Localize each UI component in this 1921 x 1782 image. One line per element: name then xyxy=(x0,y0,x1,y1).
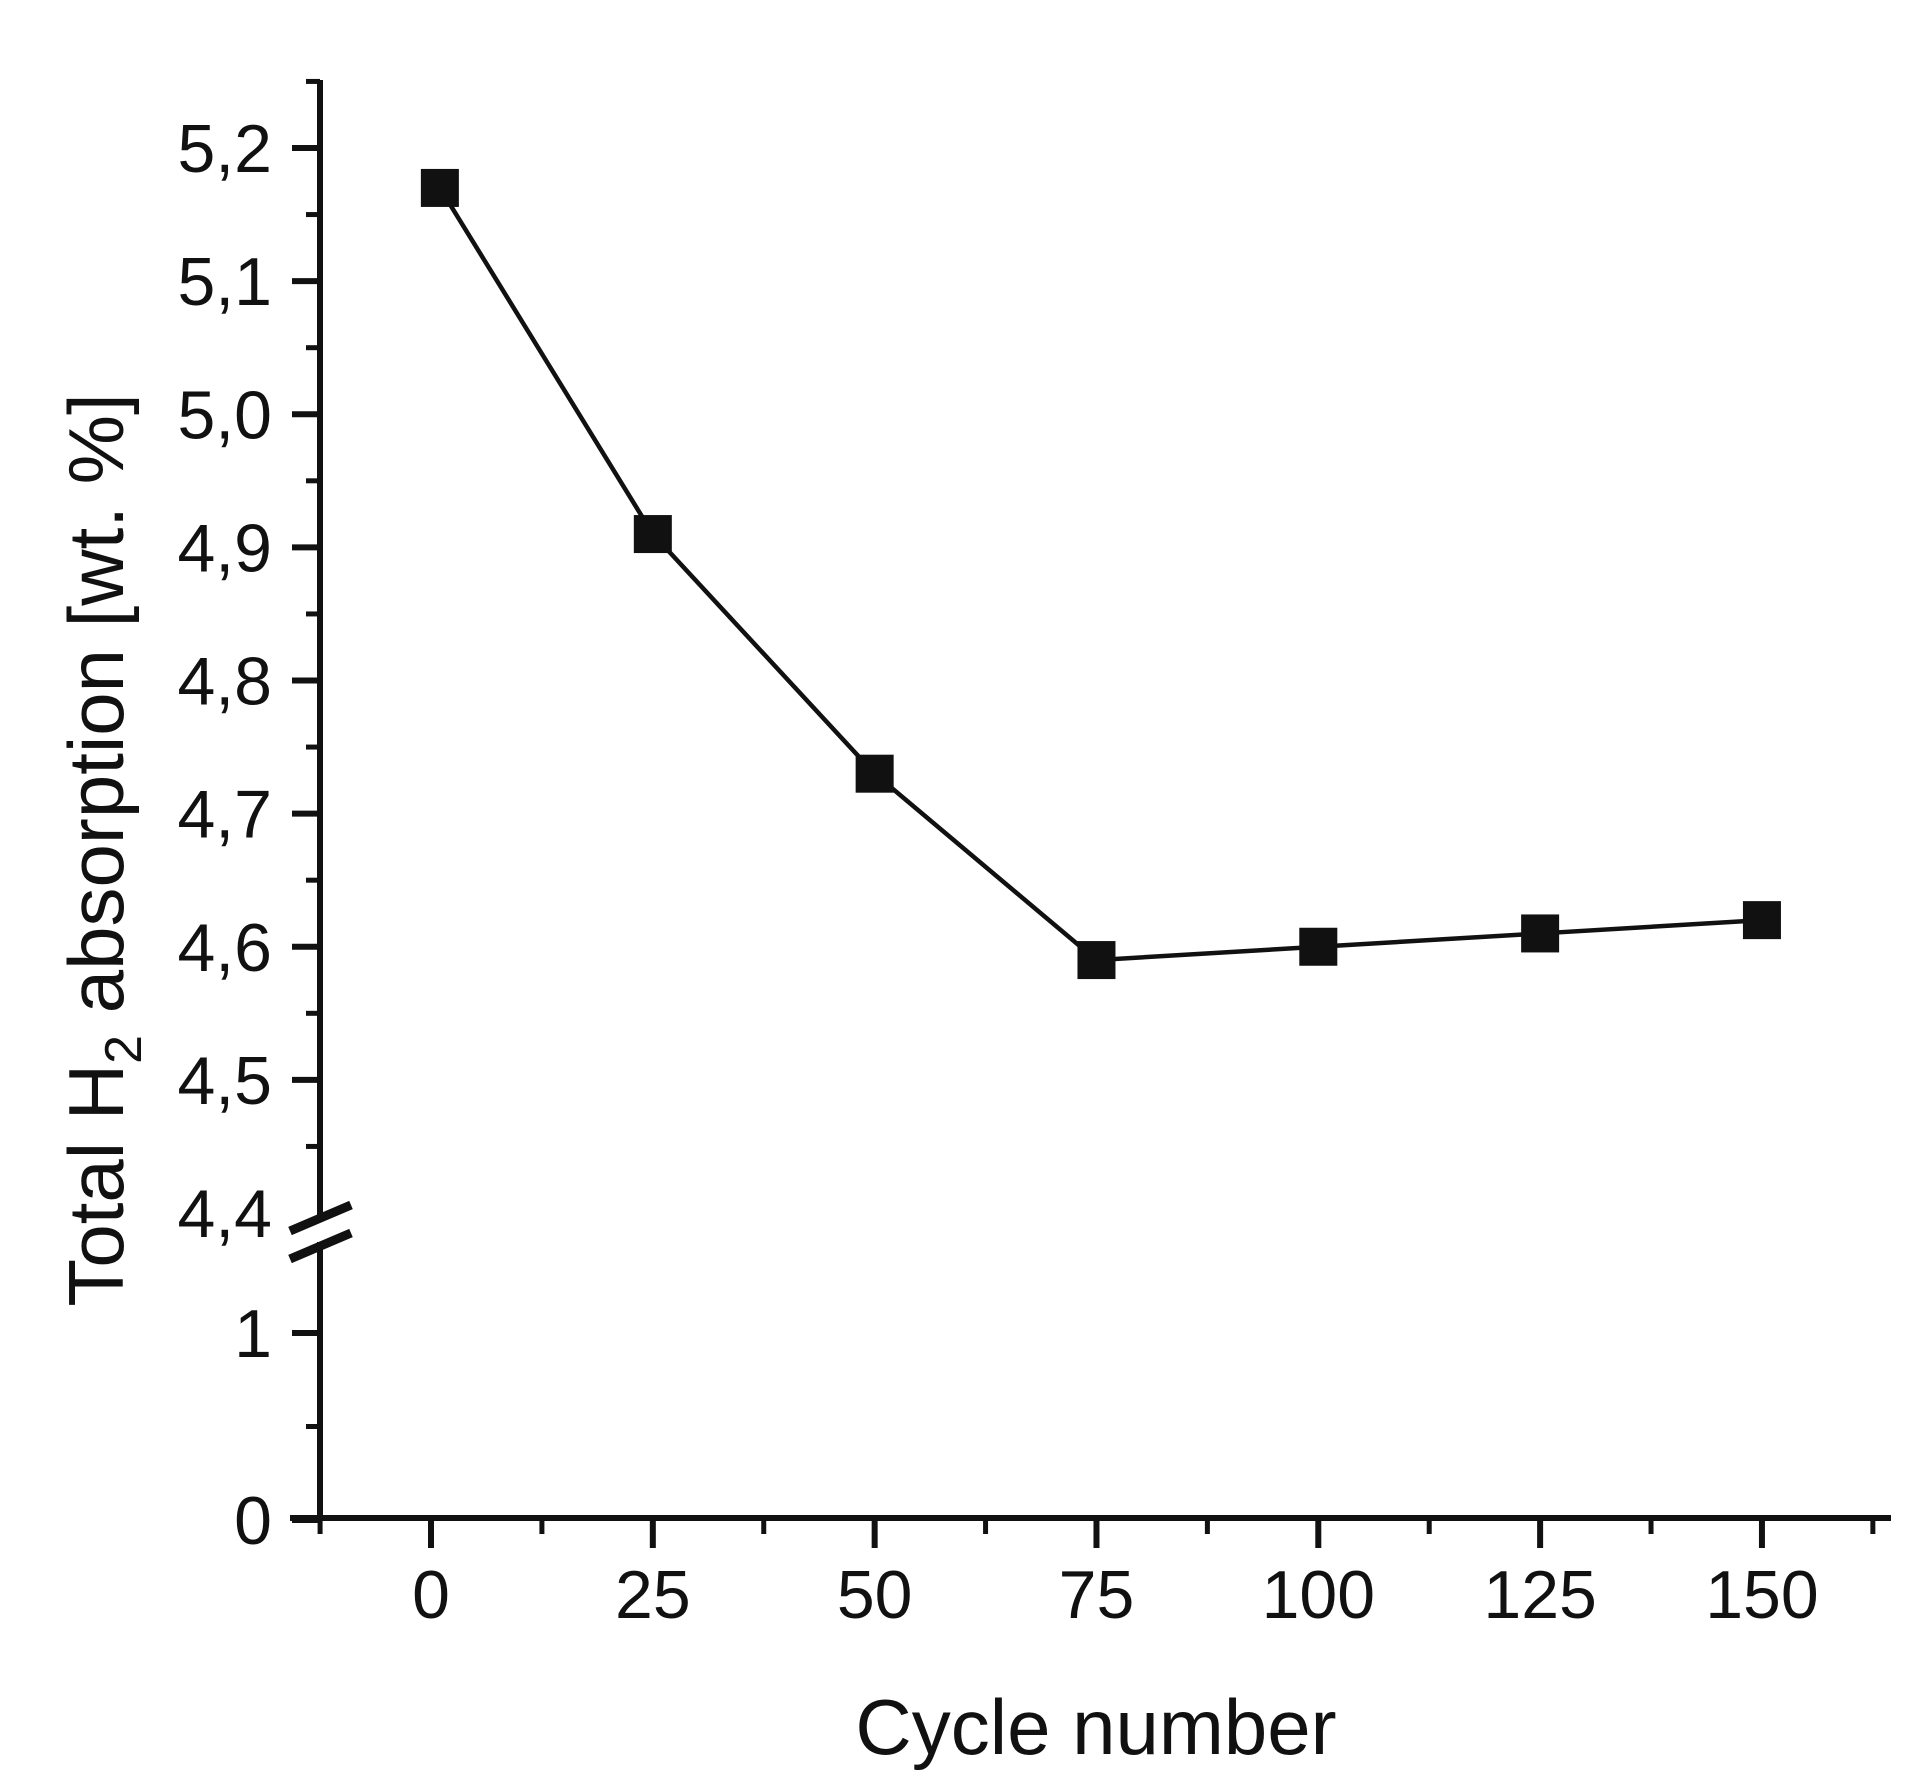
y-tick-label: 4,8 xyxy=(177,644,272,720)
data-point-marker-2 xyxy=(855,754,894,793)
y-axis-title: Total H2 absorption [wt. %] xyxy=(52,393,153,1306)
x-tick-label: 75 xyxy=(1059,1557,1135,1633)
data-point-marker-6 xyxy=(1742,901,1781,940)
y-tick-label: 5,0 xyxy=(177,377,272,453)
data-point-marker-0 xyxy=(420,168,459,207)
y-tick-label: 0 xyxy=(234,1483,272,1559)
x-axis-title: Cycle number xyxy=(855,1683,1336,1771)
x-tick-label: 125 xyxy=(1483,1557,1596,1633)
y-tick-label: 4,4 xyxy=(177,1176,272,1252)
y-tick-label: 4,7 xyxy=(177,777,272,853)
x-tick-label: 25 xyxy=(615,1557,691,1633)
y-tick-label: 5,1 xyxy=(177,244,272,320)
x-tick-label: 100 xyxy=(1262,1557,1375,1633)
y-axis-break-mark xyxy=(288,1200,353,1236)
data-point-marker-3 xyxy=(1077,941,1116,980)
y-tick-label: 4,9 xyxy=(177,510,272,586)
y-tick-label: 4,6 xyxy=(177,910,272,986)
x-tick-label: 150 xyxy=(1705,1557,1818,1633)
x-tick-label: 0 xyxy=(412,1557,450,1633)
data-line xyxy=(437,186,1763,963)
x-tick-label: 50 xyxy=(837,1557,913,1633)
data-point-marker-4 xyxy=(1299,927,1338,966)
y-tick-label: 1 xyxy=(234,1296,272,1372)
data-point-marker-5 xyxy=(1521,914,1560,953)
y-tick-label: 5,2 xyxy=(177,111,272,187)
data-point-marker-1 xyxy=(633,515,672,554)
y-axis-break-mark xyxy=(288,1228,353,1264)
y-tick-label: 4,5 xyxy=(177,1043,272,1119)
